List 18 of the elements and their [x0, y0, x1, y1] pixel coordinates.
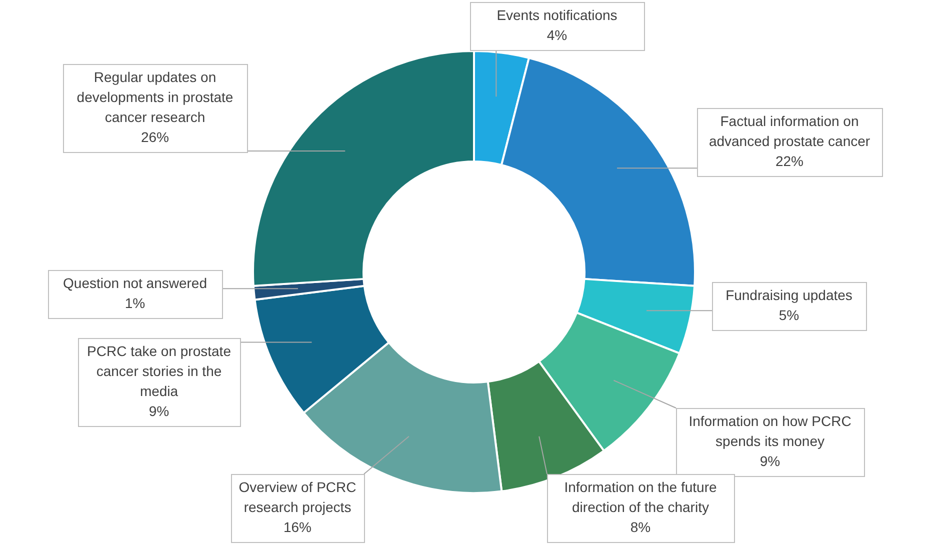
slice-label: Factual information on advanced prostate cancer	[708, 112, 870, 149]
data-label: 26%	[140, 128, 170, 145]
data-label: 9%	[148, 402, 170, 419]
data-label: 8%	[630, 518, 651, 535]
slice-label: Events notifications	[496, 6, 618, 23]
slice-label: Question not answered	[63, 274, 207, 291]
data-label: 9%	[760, 452, 780, 469]
slice-label: Fundraising updates	[726, 286, 852, 303]
slice-label: Overview of PCRC research projects	[238, 478, 356, 515]
slice-label: Regular updates on developments in prostate cancer research	[76, 68, 234, 125]
slice-label: Information on how PCRC spends its money	[688, 412, 852, 449]
data-label: 5%	[778, 306, 800, 323]
slice-label: Information on the future direction of the charity	[564, 478, 717, 515]
data-label: 4%	[546, 26, 568, 43]
slice-label: PCRC take on prostate cancer stories in the media	[87, 342, 232, 399]
data-label: 16%	[283, 518, 312, 535]
data-label: 22%	[775, 152, 804, 169]
data-label: 1%	[124, 294, 146, 311]
